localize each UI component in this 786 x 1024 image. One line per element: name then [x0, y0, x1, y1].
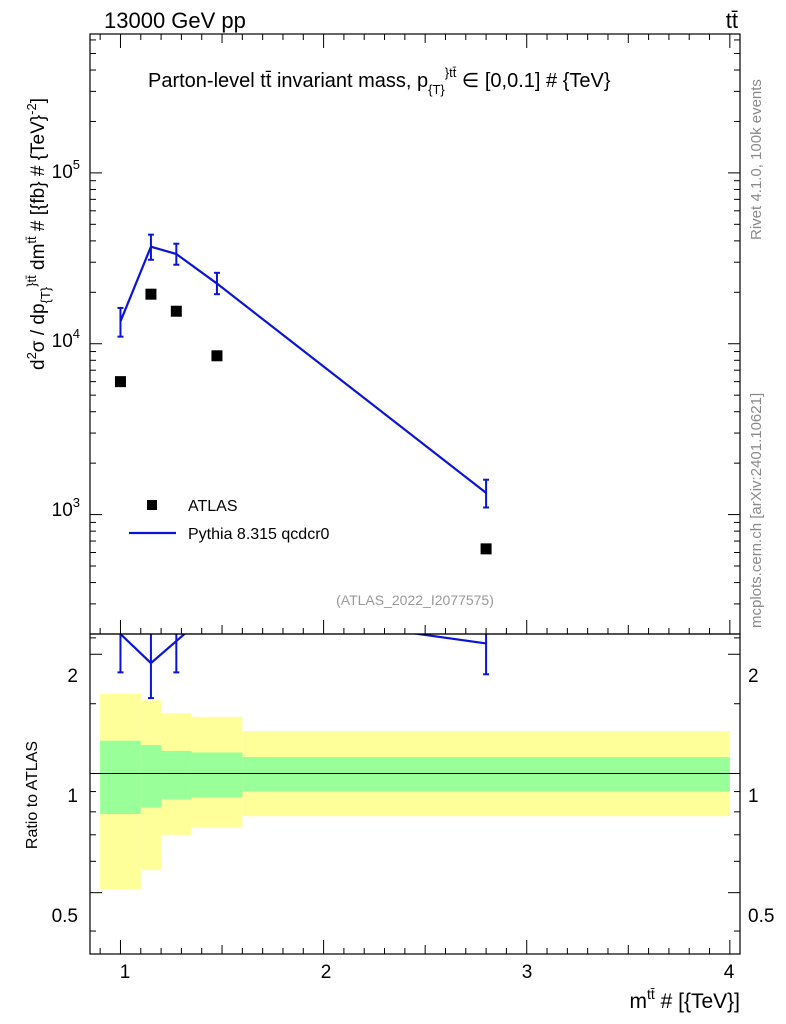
- x-tick-label-4: 4: [724, 962, 735, 983]
- header-left: 13000 GeV pp: [104, 8, 246, 33]
- band-inner-bin-4: [242, 757, 730, 792]
- data-point-atlas: [145, 288, 157, 300]
- data-point-atlas: [114, 376, 126, 388]
- ratio-uncertainty-band: [100, 693, 730, 890]
- plot-title: Parton-level tt̄ invariant mass, p{T}}tt…: [148, 65, 611, 97]
- header-right: tt̄: [726, 8, 738, 33]
- band-inner-bin-2: [161, 750, 192, 800]
- analysis-watermark: (ATLAS_2022_I2077575): [336, 592, 494, 608]
- y-tick-label-1e3: 103: [52, 495, 80, 521]
- ratio-plot-frame: [89, 633, 741, 955]
- x-axis-label: mtt̄ # [{TeV}]: [629, 986, 740, 1013]
- ratio-tick-label-right-1: 1: [748, 786, 759, 807]
- ratio-tick-label-right-2: 2: [748, 666, 759, 687]
- axis-ticks: [90, 34, 740, 954]
- legend-label-pythia: Pythia 8.315 qcdcr0: [188, 526, 330, 543]
- x-tick-label-3: 3: [522, 962, 533, 983]
- main-y-axis-label: d2σ / dp{T}}tt̄ dmtt̄ # [{fb} # {TeV}-2]: [24, 98, 53, 370]
- legend-marker-atlas: [147, 500, 157, 510]
- ratio-tick-label-0-5: 0.5: [52, 906, 78, 927]
- main-plot-frame: [89, 33, 741, 635]
- x-tick-label-1: 1: [120, 962, 131, 983]
- legend-label-atlas: ATLAS: [188, 498, 238, 515]
- legend: ATLAS Pythia 8.315 qcdcr0: [129, 498, 330, 543]
- ratio-mc-series: [117, 634, 490, 700]
- side-label-mcplots: mcplots.cern.ch [arXiv:2401.10621]: [748, 393, 765, 628]
- data-point-atlas: [480, 543, 492, 555]
- data-point-atlas: [211, 350, 223, 362]
- ratio-tick-label-1: 1: [67, 786, 78, 807]
- band-inner-bin-0: [100, 740, 141, 814]
- band-inner-bin-1: [140, 744, 162, 808]
- main-mc-line: [119, 245, 487, 494]
- data-point-atlas: [170, 305, 182, 317]
- main-data-series: [114, 288, 492, 555]
- band-inner-bin-3: [191, 752, 243, 798]
- x-tick-label-2: 2: [321, 962, 332, 983]
- ratio-y-axis-label: Ratio to ATLAS: [24, 741, 41, 849]
- ratio-tick-label-right-0-5: 0.5: [748, 906, 774, 927]
- y-tick-label-1e4: 104: [52, 326, 80, 352]
- ratio-tick-label-2: 2: [67, 666, 78, 687]
- main-mc-series: [117, 233, 490, 509]
- y-tick-label-1e5: 105: [52, 157, 80, 183]
- side-label-rivet: Rivet 4.1.0, 100k events: [748, 79, 765, 240]
